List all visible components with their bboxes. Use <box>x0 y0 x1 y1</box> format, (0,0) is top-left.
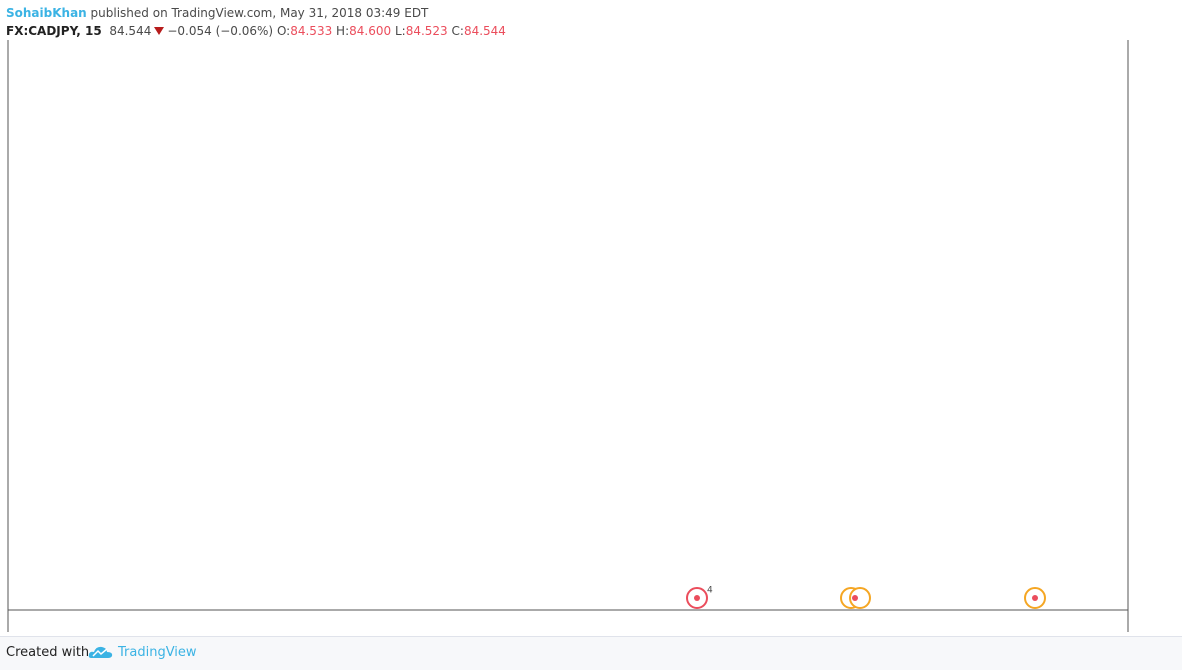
l-label: L: <box>394 24 406 38</box>
created-with: Created with <box>6 645 90 660</box>
author: SohaibKhan <box>6 6 87 20</box>
header: SohaibKhan published on TradingView.com,… <box>6 4 506 40</box>
low-value: 84.523 <box>405 24 448 38</box>
logo <box>88 646 113 658</box>
event-icons <box>686 587 1046 609</box>
o-label: O: <box>276 24 291 38</box>
event-count: 4 <box>707 586 713 596</box>
c-label: C: <box>451 24 464 38</box>
h-label: H: <box>336 24 350 38</box>
open-value: 84.533 <box>290 24 333 38</box>
close-value: 84.544 <box>463 24 506 38</box>
last-price: 84.544 <box>109 24 152 38</box>
plot-area <box>8 40 1128 610</box>
published: published on TradingView.com, May 31, 20… <box>90 6 429 20</box>
footer: Created with TradingView <box>0 636 1182 670</box>
high-value: 84.600 <box>349 24 392 38</box>
symbol: FX:CADJPY, 15 <box>6 24 102 38</box>
down-arrow <box>154 27 165 35</box>
brand[interactable]: TradingView <box>118 645 197 660</box>
change: −0.054 (−0.06%) <box>167 24 274 38</box>
